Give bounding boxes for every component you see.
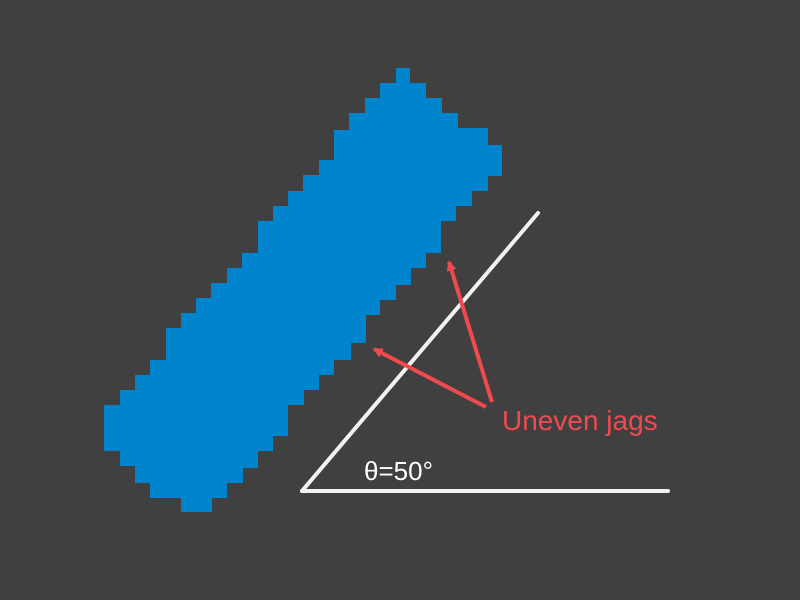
annotation-arrows <box>372 260 494 409</box>
uneven-jags-label: Uneven jags <box>502 405 658 436</box>
arrow-to-upper-jag <box>446 260 494 403</box>
angle-indicator <box>300 211 670 493</box>
angle-label: θ=50° <box>364 456 433 486</box>
arrow-to-lower-jag <box>372 347 487 409</box>
aliased-rotated-rectangle <box>104 68 502 512</box>
angle-slanted-line <box>300 211 540 493</box>
